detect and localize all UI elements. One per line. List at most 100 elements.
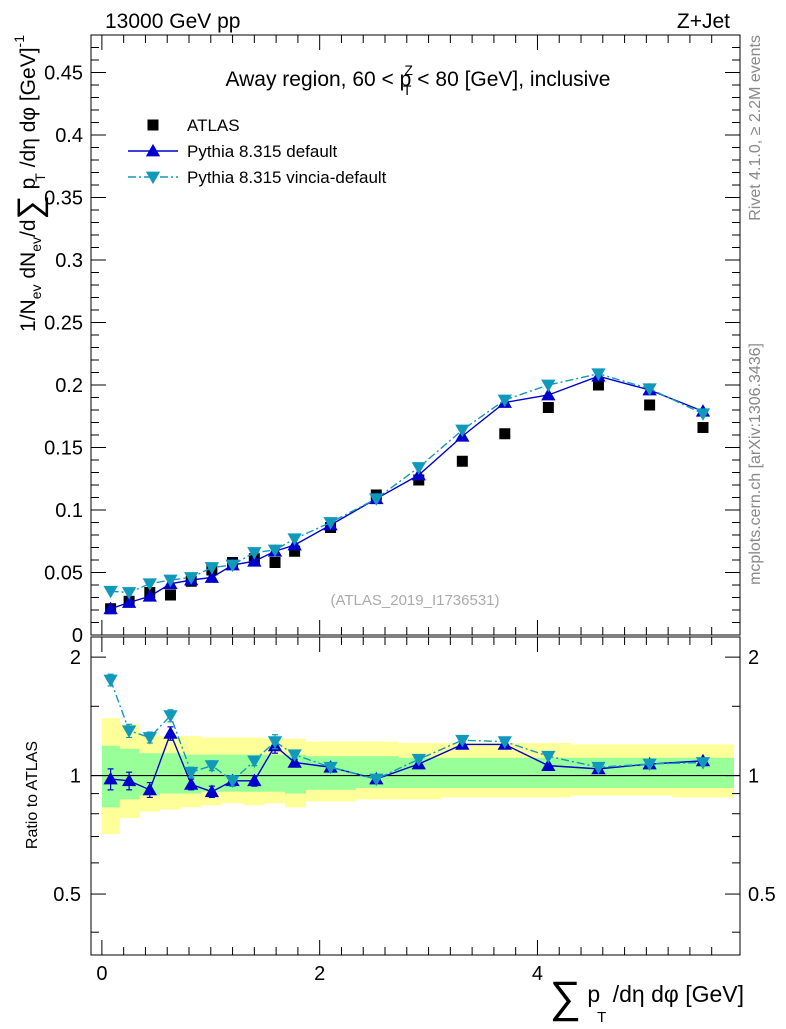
data-point	[269, 557, 281, 568]
y-tick-label: 0.25	[44, 313, 83, 335]
legend-label: ATLAS	[187, 116, 240, 135]
ratio-point	[369, 773, 384, 787]
y-tick-label: 0.1	[55, 500, 83, 522]
x-tick-label: 4	[532, 963, 543, 985]
ratio-point	[184, 777, 199, 790]
process-label: Z+Jet	[677, 10, 730, 33]
energy-label: 13000 GeV pp	[105, 10, 240, 33]
legend-label: Pythia 8.315 vincia-default	[187, 168, 387, 187]
mc-point	[121, 587, 137, 600]
ratio-axis-ticks: 0 2 4 0.5 0.5 1 1 2 2	[53, 637, 776, 985]
ratio-point	[163, 710, 178, 723]
mc-point	[287, 533, 302, 546]
mc-point	[247, 547, 262, 560]
series-line	[110, 373, 704, 594]
x-tick-label: 2	[314, 963, 325, 985]
mc-point	[642, 383, 657, 396]
band-green-bin	[159, 753, 181, 794]
series-pythia-8-315-vincia-default	[103, 368, 711, 600]
mc-point	[184, 572, 199, 585]
mc-point	[103, 601, 118, 615]
ratio-point	[287, 749, 302, 762]
x-tick-label: 0	[96, 963, 107, 985]
legend-label: Pythia 8.315 default	[187, 142, 338, 161]
mc-point	[323, 517, 338, 530]
ratio-point	[247, 755, 262, 769]
ratio-point	[323, 761, 338, 775]
watermark-label: (ATLAS_2019_I1736531)	[330, 592, 499, 609]
y-tick-label: 0.2	[55, 375, 83, 397]
band-green-bin	[221, 754, 244, 792]
mc-point	[591, 368, 606, 381]
data-point	[542, 402, 554, 413]
rivet-version-label: Rivet 4.1.0, ≥ 2.2M events	[747, 35, 764, 221]
y-tick-label: 0.05	[44, 563, 83, 585]
chart-title-sup: Z	[404, 62, 413, 78]
ratio-point	[142, 732, 157, 745]
mc-point	[142, 578, 157, 591]
ratio-y-tick-label-right: 1	[748, 766, 759, 788]
data-point	[697, 422, 709, 433]
ratio-point	[642, 758, 657, 772]
mc-point	[497, 394, 512, 408]
y-tick-label: 0.3	[55, 250, 83, 272]
mc-point	[541, 379, 556, 393]
main-axis-ticks: 0 0.05 0.1 0.15 0.2 0.25 0.3 0.35 0.4 0.45	[44, 35, 740, 647]
mc-point	[695, 408, 711, 421]
ratio-y-tick-label-right: 2	[748, 647, 759, 669]
mc-point	[204, 570, 220, 583]
y-tick-label: 0.15	[44, 438, 83, 460]
mc-point	[541, 387, 556, 401]
ratio-point	[247, 773, 262, 787]
mc-point	[121, 595, 137, 608]
chart-title-sub: T	[403, 82, 412, 98]
ratio-point	[695, 757, 711, 770]
ratio-point	[142, 782, 157, 796]
data-point	[644, 399, 656, 411]
ratio-point	[103, 674, 118, 688]
y-tick-label: 0.4	[55, 125, 83, 147]
chart-title: Away region, 60 < pZ T < 80 [GeV], inclus…	[226, 62, 611, 98]
mc-point	[204, 562, 220, 575]
band-green-bin	[440, 757, 484, 788]
main-series-layer	[103, 368, 711, 615]
ratio-point	[267, 736, 283, 749]
main-y-axis-label: 1/Nev dNev/d∑ pT /dη dφ [GeV]-1	[11, 35, 49, 332]
ratio-point	[225, 775, 240, 788]
mcplots-label: mcplots.cern.ch [arXiv:1306.3436]	[747, 343, 764, 585]
ratio-y-tick-label: 2	[70, 647, 81, 669]
ratio-point	[121, 725, 137, 738]
mc-point	[142, 589, 157, 602]
data-point	[499, 428, 511, 440]
legend-marker	[145, 171, 161, 185]
ratio-point	[411, 753, 426, 767]
ratio-point	[541, 758, 556, 771]
ratio-y-tick-label-right: 0.5	[748, 884, 776, 906]
main-frame	[90, 34, 741, 636]
main-panel: 0 0.05 0.1 0.15 0.2 0.25 0.3 0.35 0.4 0.45 Away r…	[11, 34, 741, 647]
ratio-point	[184, 766, 199, 780]
ratio-point	[204, 784, 220, 798]
mc-point	[247, 554, 262, 567]
data-point	[592, 379, 604, 391]
mc-point	[369, 493, 384, 506]
ratio-point	[204, 760, 220, 773]
ratio-point	[103, 771, 118, 785]
data-point	[456, 455, 468, 467]
band-green-bin	[483, 757, 528, 788]
band-green-bin	[264, 754, 286, 792]
mc-point	[411, 462, 426, 475]
mc-point	[163, 574, 178, 588]
ratio-point	[591, 761, 606, 775]
legend-marker	[147, 119, 159, 131]
data-point	[164, 589, 176, 601]
ratio-y-tick-label: 0.5	[53, 884, 81, 906]
ratio-point	[541, 750, 556, 764]
y-tick-label: 0.45	[44, 63, 83, 85]
ratio-frame	[90, 636, 741, 956]
y-tick-label: 0.35	[44, 188, 83, 210]
ratio-y-axis-label: Ratio to ATLAS	[24, 741, 41, 849]
ratio-point	[121, 773, 137, 787]
